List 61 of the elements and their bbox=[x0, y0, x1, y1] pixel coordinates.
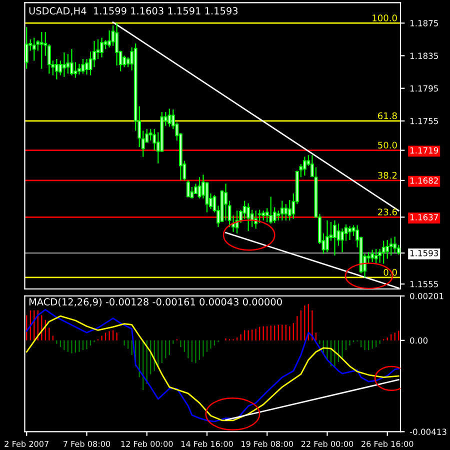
candlestick bbox=[66, 54, 70, 74]
candlestick bbox=[382, 240, 386, 264]
x-tick-label: 14 Feb 16:00 bbox=[181, 440, 233, 447]
candlestick bbox=[85, 58, 88, 76]
candlestick bbox=[62, 52, 66, 78]
candlestick bbox=[246, 202, 250, 232]
candlestick bbox=[40, 32, 44, 70]
chart-title: MACD(12,26,9) -0.00128 -0.00161 0.00043 0.00000 bbox=[29, 298, 282, 307]
candlestick bbox=[168, 108, 172, 128]
candlestick bbox=[194, 183, 198, 194]
y-tick-label: 1.1555 bbox=[410, 281, 438, 288]
candlestick bbox=[340, 228, 344, 253]
candlestick bbox=[24, 26, 28, 70]
x-tick-label: 22 Feb 00:00 bbox=[301, 440, 354, 447]
candlestick bbox=[198, 176, 202, 199]
candlestick bbox=[74, 62, 78, 78]
candlestick bbox=[269, 196, 273, 224]
x-tick-label: 19 Feb 08:00 bbox=[242, 440, 293, 447]
candlestick bbox=[280, 200, 284, 221]
x-tick-label: 26 Feb 16:00 bbox=[362, 440, 414, 447]
y-tick-label: 1.1835 bbox=[410, 52, 438, 59]
x-tick-label: 2 Feb 2007 bbox=[4, 440, 48, 447]
y-tick-label: 1.1593 bbox=[410, 250, 438, 256]
annotation: 61.8 bbox=[378, 112, 397, 120]
y-tick-label: 1.1875 bbox=[410, 20, 438, 26]
candlestick bbox=[374, 248, 378, 264]
annotation: 38.2 bbox=[378, 172, 397, 179]
candlestick bbox=[100, 37, 104, 58]
candlestick bbox=[122, 55, 126, 68]
candlestick bbox=[333, 220, 336, 256]
candlestick bbox=[32, 37, 36, 62]
candlestick bbox=[370, 249, 374, 263]
candlestick bbox=[186, 180, 190, 198]
candlestick bbox=[389, 238, 393, 256]
annotation: 23.6 bbox=[378, 208, 397, 216]
candlestick bbox=[386, 239, 390, 260]
candlestick bbox=[284, 204, 288, 221]
x-tick-label: 12 Feb 00:00 bbox=[121, 440, 173, 447]
candlestick bbox=[326, 220, 329, 253]
candlestick bbox=[348, 226, 352, 241]
y-tick-label: 1.1795 bbox=[410, 85, 438, 92]
y-tick-label: 1.1755 bbox=[410, 118, 438, 124]
x-tick-label: 7 Feb 08:00 bbox=[64, 440, 110, 447]
y-tick-label: 0.00201 bbox=[410, 292, 444, 300]
candlestick bbox=[78, 63, 81, 76]
candlestick bbox=[81, 58, 85, 74]
candlestick bbox=[262, 210, 266, 221]
y-tick-label: 1.1637 bbox=[410, 214, 438, 220]
candlestick bbox=[70, 48, 74, 76]
candlestick bbox=[302, 156, 306, 176]
annotation: 50.0 bbox=[378, 142, 397, 149]
annotation: 100.0 bbox=[372, 14, 397, 22]
candlestick bbox=[108, 30, 111, 48]
y-tick-label: 1.1719 bbox=[410, 147, 438, 154]
y-tick-label: 1.1682 bbox=[410, 177, 438, 184]
candlestick bbox=[393, 236, 397, 254]
candlestick bbox=[115, 22, 118, 66]
candlestick bbox=[55, 58, 58, 80]
y-tick-label: 0.00 bbox=[410, 337, 428, 344]
chart-title: USDCAD,H4 1.1599 1.1603 1.1591 1.1593 bbox=[29, 7, 238, 16]
y-tick-label: -0.00413 bbox=[410, 428, 446, 435]
